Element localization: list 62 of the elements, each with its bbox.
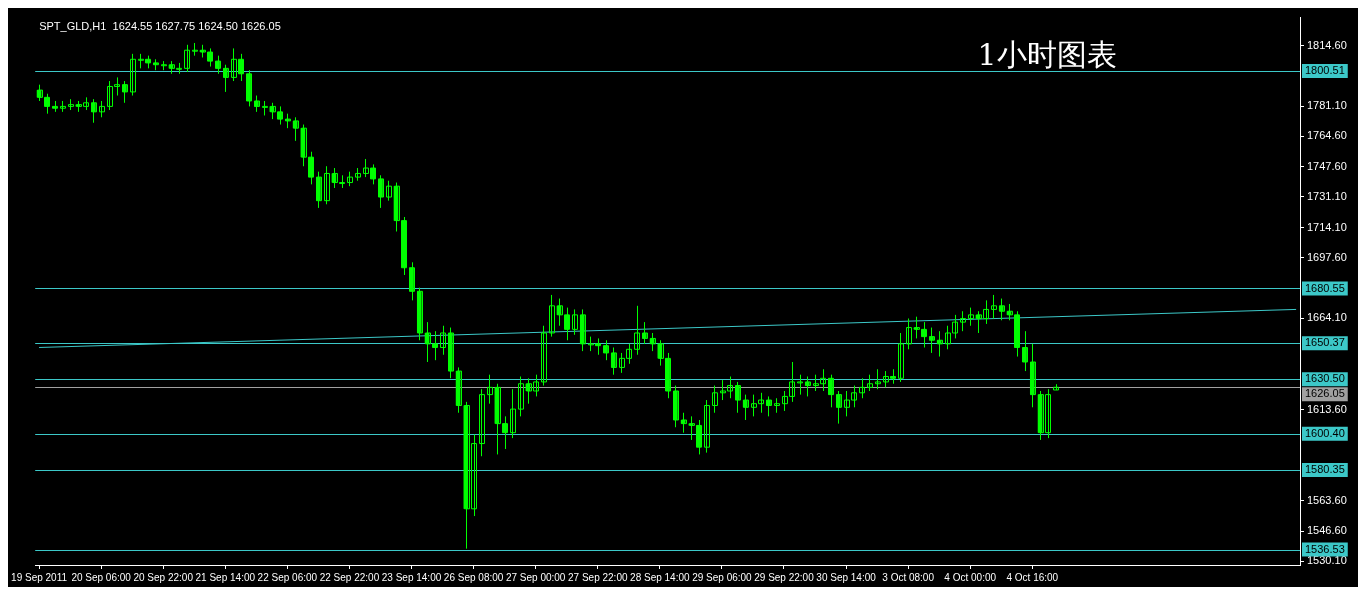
x-tick-label: 3 Oct 08:00 [882,571,935,583]
ref-line-label: 1600.40 [1305,426,1345,439]
chart-subtitle: SPT_GLD,H1 1624.55 1627.75 1624.50 1626.05 [39,20,281,33]
x-tick-label: 27 Sep 22:00 [568,571,628,583]
candlestick [549,294,555,338]
candlestick [518,375,524,417]
x-tick-label: 27 Sep 00:00 [505,571,566,583]
candlestick [991,294,997,319]
candlestick [859,377,865,399]
ref-line-label: 1680.55 [1305,281,1345,294]
y-tick-label: 1530.10 [1307,554,1347,567]
ref-line-label: 1580.35 [1305,463,1345,476]
ref-line-label: 1536.53 [1305,542,1345,555]
x-tick-label: 4 Oct 00:00 [944,571,997,583]
x-tick-label: 20 Sep 22:00 [133,571,194,583]
candlestick [634,305,640,356]
candlestick [487,374,493,405]
candlestick [960,310,966,332]
y-tick-label: 1814.60 [1307,38,1347,51]
x-tick-label: 30 Sep 14:00 [816,571,877,583]
ref-line-label: 1800.51 [1305,64,1345,77]
y-tick-label: 1563.60 [1307,493,1347,506]
y-tick-label: 1781.10 [1307,99,1347,112]
candlestick [184,44,190,73]
y-tick-label: 1747.60 [1307,159,1347,172]
candlestick [898,332,904,383]
x-tick-label: 26 Sep 08:00 [443,571,504,583]
x-tick-label: 21 Sep 14:00 [195,571,256,583]
x-tick-label: 4 Oct 16:00 [1006,571,1059,583]
candlestick [386,180,392,202]
candlestick [541,325,547,387]
candlestick [875,368,881,390]
candlestick [572,308,578,336]
x-tick-label: 28 Sep 14:00 [630,571,691,583]
candlestick [704,399,710,454]
x-tick-label: 22 Sep 22:00 [319,571,380,583]
y-tick-label: 1546.60 [1307,524,1347,537]
y-tick-label: 1613.60 [1307,402,1347,415]
candlestick [510,388,516,439]
candlestick [712,385,718,414]
candlestick [906,317,912,350]
candlestick [968,307,974,327]
x-tick-label: 29 Sep 06:00 [692,571,753,583]
x-tick-label: 23 Sep 14:00 [381,571,442,583]
candlestick [479,388,485,457]
ref-line-label: 1650.37 [1305,336,1345,349]
y-tick-label: 1764.60 [1307,129,1347,142]
y-tick-label: 1714.10 [1307,220,1347,233]
x-tick-label: 29 Sep 22:00 [754,571,815,583]
x-tick-label: 19 Sep 2011 [11,571,68,583]
x-tick-label: 20 Sep 06:00 [71,571,132,583]
y-tick-label: 1697.60 [1307,250,1347,263]
candlestick [324,165,330,205]
y-tick-label: 1731.10 [1307,189,1347,202]
ref-line-label: 1626.05 [1305,387,1345,400]
candlestick [130,53,136,97]
candlestick [797,374,803,396]
x-tick-label: 22 Sep 06:00 [257,571,318,583]
text: 1小时图表 [977,37,1117,73]
ref-line-label: 1630.50 [1305,372,1345,385]
candlestick [440,325,446,356]
y-tick-label: 1664.10 [1307,311,1347,324]
